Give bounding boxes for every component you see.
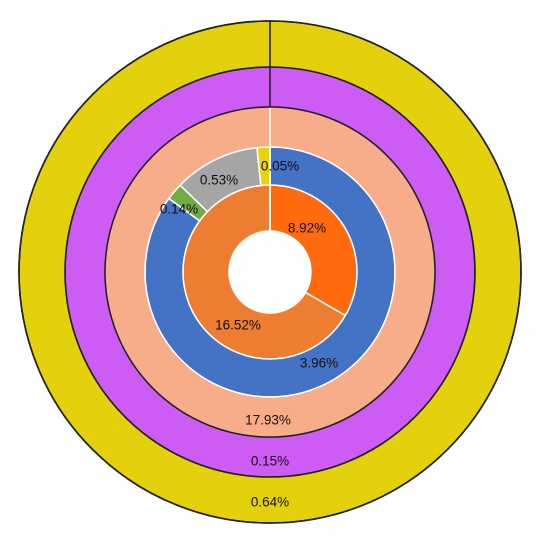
ring-2-label-4: 0.05% bbox=[261, 159, 299, 174]
ring-1-label-2: 16.52% bbox=[215, 318, 261, 333]
labels-layer: 8.92% 16.52% 3.96% 0.14%0.53% 0.05% 17.93% 0.1… bbox=[160, 159, 338, 510]
ring-2-label-1: 3.96% bbox=[300, 356, 338, 371]
chart-outer-border bbox=[18, 20, 522, 524]
ring-2-label-2: 0.14% bbox=[160, 202, 198, 217]
ring-5-label-1: 0.64% bbox=[251, 495, 289, 510]
ring-3-label-1: 17.93% bbox=[245, 413, 291, 428]
ring-1-label-1: 8.92% bbox=[288, 221, 326, 236]
rings-layer bbox=[18, 20, 522, 524]
ring-2-label-3: 0.53% bbox=[200, 173, 238, 188]
ring-4-label-1: 0.15% bbox=[251, 454, 289, 469]
